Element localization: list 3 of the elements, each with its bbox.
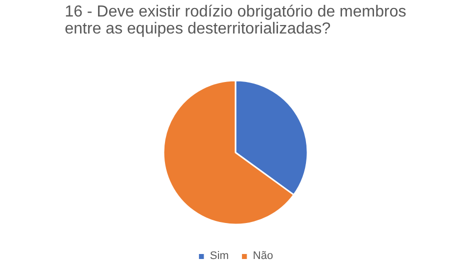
legend-label: Sim [210,250,230,262]
legend-label: Não [252,250,274,262]
chart-title: 16 - Deve existir rodízio obrigatório de membros entre as equipes desterritorializadas? [64,4,406,38]
